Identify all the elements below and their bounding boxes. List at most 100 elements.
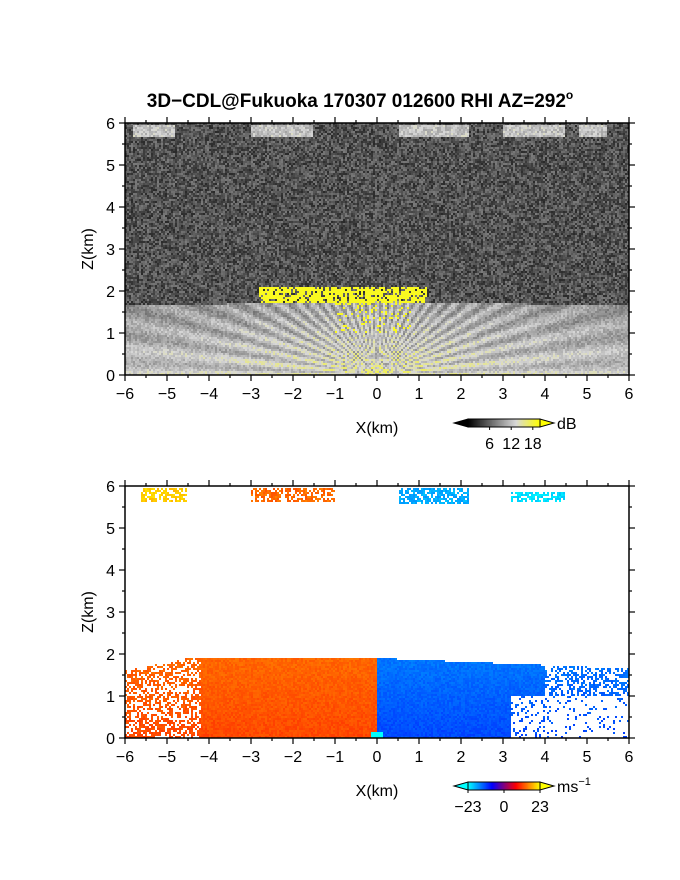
colorbar-segment <box>507 419 510 427</box>
colorbar-tick-label: 6 <box>485 436 494 453</box>
colorbar-segment <box>502 782 505 790</box>
y-tick-label: 1 <box>106 689 115 706</box>
colorbar-segment <box>483 782 486 790</box>
colorbar-segment <box>511 782 513 790</box>
colorbar-segment <box>528 782 530 790</box>
y-tick-label: 2 <box>106 647 115 664</box>
colorbar-right-arrow <box>539 781 556 791</box>
colorbar-segment <box>518 782 521 790</box>
colorbar-segment <box>499 419 501 427</box>
x-tick-label: −3 <box>242 386 260 403</box>
figure-title-degree: o <box>566 88 573 102</box>
colorbar-segment <box>510 419 512 427</box>
colorbar-segment <box>523 782 525 790</box>
x-tick-label: −4 <box>200 386 218 403</box>
figure-title-text: 3D−CDL@Fukuoka 170307 012600 RHI AZ=292 <box>147 91 566 112</box>
velocity-y-axis-label: Z(km) <box>80 591 97 633</box>
colorbar-segment <box>477 782 480 790</box>
colorbar-frame <box>467 418 541 428</box>
x-tick-label: −6 <box>116 749 134 766</box>
colorbar-segment <box>504 419 506 427</box>
x-tick-label: 6 <box>625 386 634 403</box>
x-tick-label: 3 <box>499 386 508 403</box>
x-tick-label: 0 <box>373 749 382 766</box>
colorbar-segment <box>534 782 536 790</box>
y-tick-label: 5 <box>106 521 115 538</box>
colorbar-segment <box>507 782 510 790</box>
colorbar-segment <box>517 419 519 427</box>
colorbar-segment <box>535 782 537 790</box>
colorbar-segment <box>475 782 477 790</box>
colorbar-right-arrow <box>539 418 556 428</box>
colorbar-segment <box>498 419 500 427</box>
colorbar-segment <box>514 782 517 790</box>
colorbar-segment <box>468 419 470 427</box>
colorbar-segment <box>500 419 503 427</box>
colorbar-segment <box>530 782 533 790</box>
colorbar-tick-label: 18 <box>524 436 542 453</box>
colorbar-segment <box>492 782 494 790</box>
colorbar-segment <box>482 419 485 427</box>
colorbar-segment <box>472 419 475 427</box>
colorbar-segment <box>508 419 511 427</box>
x-tick-label: 5 <box>583 386 592 403</box>
colorbar-segment <box>529 782 531 790</box>
colorbar-segment <box>519 419 522 427</box>
colorbar-segment <box>472 782 475 790</box>
colorbar-segment <box>525 782 528 790</box>
x-tick-label: −5 <box>158 749 176 766</box>
colorbar-segment <box>532 782 535 790</box>
colorbar-segment <box>495 782 498 790</box>
colorbar-unit: dB <box>557 416 577 433</box>
colorbar-tick-label: 0 <box>500 799 509 816</box>
colorbar-segment <box>469 782 471 790</box>
colorbar-segment <box>506 782 509 790</box>
colorbar-segment <box>474 782 476 790</box>
y-tick-label: 1 <box>106 326 115 343</box>
x-tick-label: −4 <box>200 749 218 766</box>
colorbar-segment <box>486 782 488 790</box>
colorbar-segment <box>489 782 492 790</box>
velocity-colorbar: ms−1 −23 0 23 <box>452 776 591 816</box>
intensity-x-axis-label: X(km) <box>356 420 399 437</box>
x-tick-label: 4 <box>541 749 550 766</box>
colorbar-unit: ms−1 <box>557 776 591 796</box>
colorbar-segment <box>508 782 511 790</box>
y-tick-label: 5 <box>106 158 115 175</box>
colorbar-segment <box>529 419 531 427</box>
velocity-axes: −6 −5 −4 −3 −2 −1 0 1 2 3 4 5 6 0 1 2 3 4 5 6 <box>106 479 635 766</box>
colorbar-segment <box>535 419 537 427</box>
colorbar-segment <box>505 782 507 790</box>
x-tick-label: −3 <box>242 749 260 766</box>
colorbar-segment <box>500 782 503 790</box>
colorbar-segment <box>522 419 524 427</box>
colorbar-left-arrow <box>452 781 469 791</box>
colorbar-segment <box>512 419 515 427</box>
x-tick-label: −2 <box>284 386 302 403</box>
x-tick-label: −2 <box>284 749 302 766</box>
colorbar-segment <box>536 419 539 427</box>
x-tick-label: 3 <box>499 749 508 766</box>
colorbar-segment <box>523 419 525 427</box>
colorbar-segment <box>480 419 482 427</box>
x-tick-label: 1 <box>415 386 424 403</box>
colorbar-segment <box>526 419 529 427</box>
colorbar-segment <box>476 419 479 427</box>
colorbar-segment <box>517 782 519 790</box>
colorbar-segment <box>470 782 473 790</box>
colorbar-segment <box>496 782 499 790</box>
y-tick-label: 0 <box>106 731 115 748</box>
colorbar-segment <box>487 782 489 790</box>
colorbar-segment <box>511 419 513 427</box>
colorbar-segment <box>484 419 487 427</box>
colorbar-segment <box>524 782 527 790</box>
y-tick-label: 0 <box>106 368 115 385</box>
intensity-y-axis-label: Z(km) <box>80 228 97 270</box>
figure-title: 3D−CDL@Fukuoka 170307 012600 RHI AZ=292o <box>147 88 574 112</box>
colorbar-segment <box>475 419 477 427</box>
x-tick-label: 5 <box>583 749 592 766</box>
colorbar-segment <box>522 782 524 790</box>
colorbar-segment <box>525 419 528 427</box>
